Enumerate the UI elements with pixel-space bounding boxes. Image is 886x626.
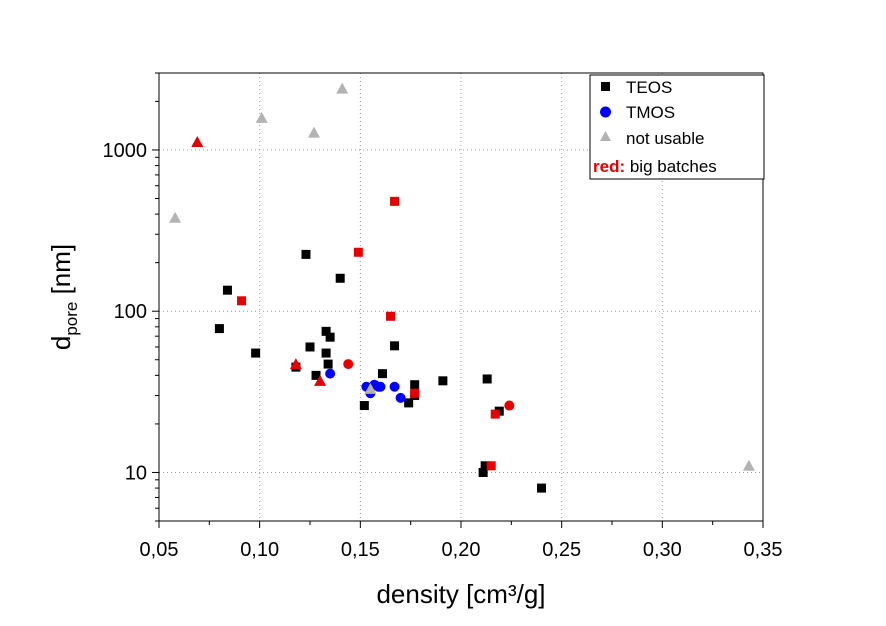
y-tick-label: 1000 (103, 140, 148, 162)
legend-note-prefix: red: (593, 157, 625, 176)
y-tick-label: 100 (114, 301, 147, 323)
axis-ticks: 0,05 0,10 0,15 0,20 0,25 0,30 0,35 10 100 1000 (103, 72, 783, 561)
teos-point (321, 326, 331, 336)
teos-big-batches-point (353, 247, 363, 257)
x-tick-label: 0,05 (140, 539, 179, 561)
not-usable-big-batches-point (289, 358, 302, 370)
x-tick-label: 0,30 (643, 539, 682, 561)
x-tick-label: 0,25 (542, 539, 581, 561)
teos-point (305, 342, 315, 352)
y-axis-title-unit: [nm] (46, 244, 76, 302)
teos-big-batches-point (490, 409, 500, 419)
teos-big-batches-point (486, 461, 496, 471)
legend-marker-not-usable (600, 131, 611, 141)
teos-point (325, 332, 335, 342)
teos-point (482, 374, 492, 384)
not-usable-point (742, 459, 755, 471)
legend-note: red: big batches (593, 157, 717, 176)
legend-marker-tmos (600, 106, 611, 118)
legend: TEOS TMOS not usable red: big batches (589, 74, 765, 180)
teos-point (251, 348, 261, 358)
not-usable-big-batches-point (314, 374, 327, 386)
teos-big-batches-point (237, 296, 247, 306)
y-tick-label: 10 (125, 462, 147, 484)
data-points (169, 82, 755, 493)
tmos-big-batches-point (343, 359, 354, 370)
teos-point (359, 401, 369, 411)
teos-point (222, 285, 232, 295)
legend-marker-teos (601, 82, 610, 91)
teos-big-batches-point (386, 311, 396, 321)
not-usable-big-batches-point (191, 136, 204, 148)
tmos-big-batches-point (504, 400, 515, 411)
teos-point (390, 341, 400, 351)
legend-label-tmos: TMOS (626, 103, 675, 122)
teos-point (214, 324, 224, 334)
teos-point (335, 273, 345, 283)
tmos-point (375, 381, 386, 392)
x-tick-label: 0,20 (442, 539, 481, 561)
legend-label-teos: TEOS (626, 78, 672, 97)
legend-box (589, 74, 765, 180)
not-usable-point (336, 82, 349, 94)
teos-point (438, 376, 448, 386)
x-tick-label: 0,35 (744, 539, 783, 561)
not-usable-point (308, 126, 321, 138)
legend-note-text: big batches (625, 157, 717, 176)
y-axis-title: dpore [nm] (46, 244, 81, 350)
teos-point (537, 483, 547, 493)
y-axis-title-main: d (46, 336, 76, 350)
teos-point (311, 370, 321, 380)
tmos-point (395, 392, 406, 403)
not-usable-point (364, 382, 377, 394)
teos-point (301, 249, 311, 259)
tmos-point (389, 381, 400, 392)
teos-point (404, 398, 414, 408)
teos-point (478, 467, 488, 477)
legend-label-not-usable: not usable (626, 129, 704, 148)
teos-point (323, 359, 333, 369)
grid-lines (159, 73, 763, 521)
x-tick-label: 0,15 (341, 539, 380, 561)
teos-point (377, 369, 387, 379)
teos-big-batches-point (390, 196, 400, 206)
not-usable-point (169, 211, 182, 223)
not-usable-point (255, 111, 268, 123)
teos-point (480, 461, 490, 471)
x-axis-title: density [cm³/g] (376, 579, 545, 609)
y-axis-title-subscript: pore (62, 302, 81, 336)
teos-point (321, 348, 331, 358)
tmos-point (325, 368, 336, 379)
teos-point (410, 380, 420, 390)
teos-big-batches-point (410, 388, 420, 398)
x-tick-label: 0,10 (240, 539, 279, 561)
